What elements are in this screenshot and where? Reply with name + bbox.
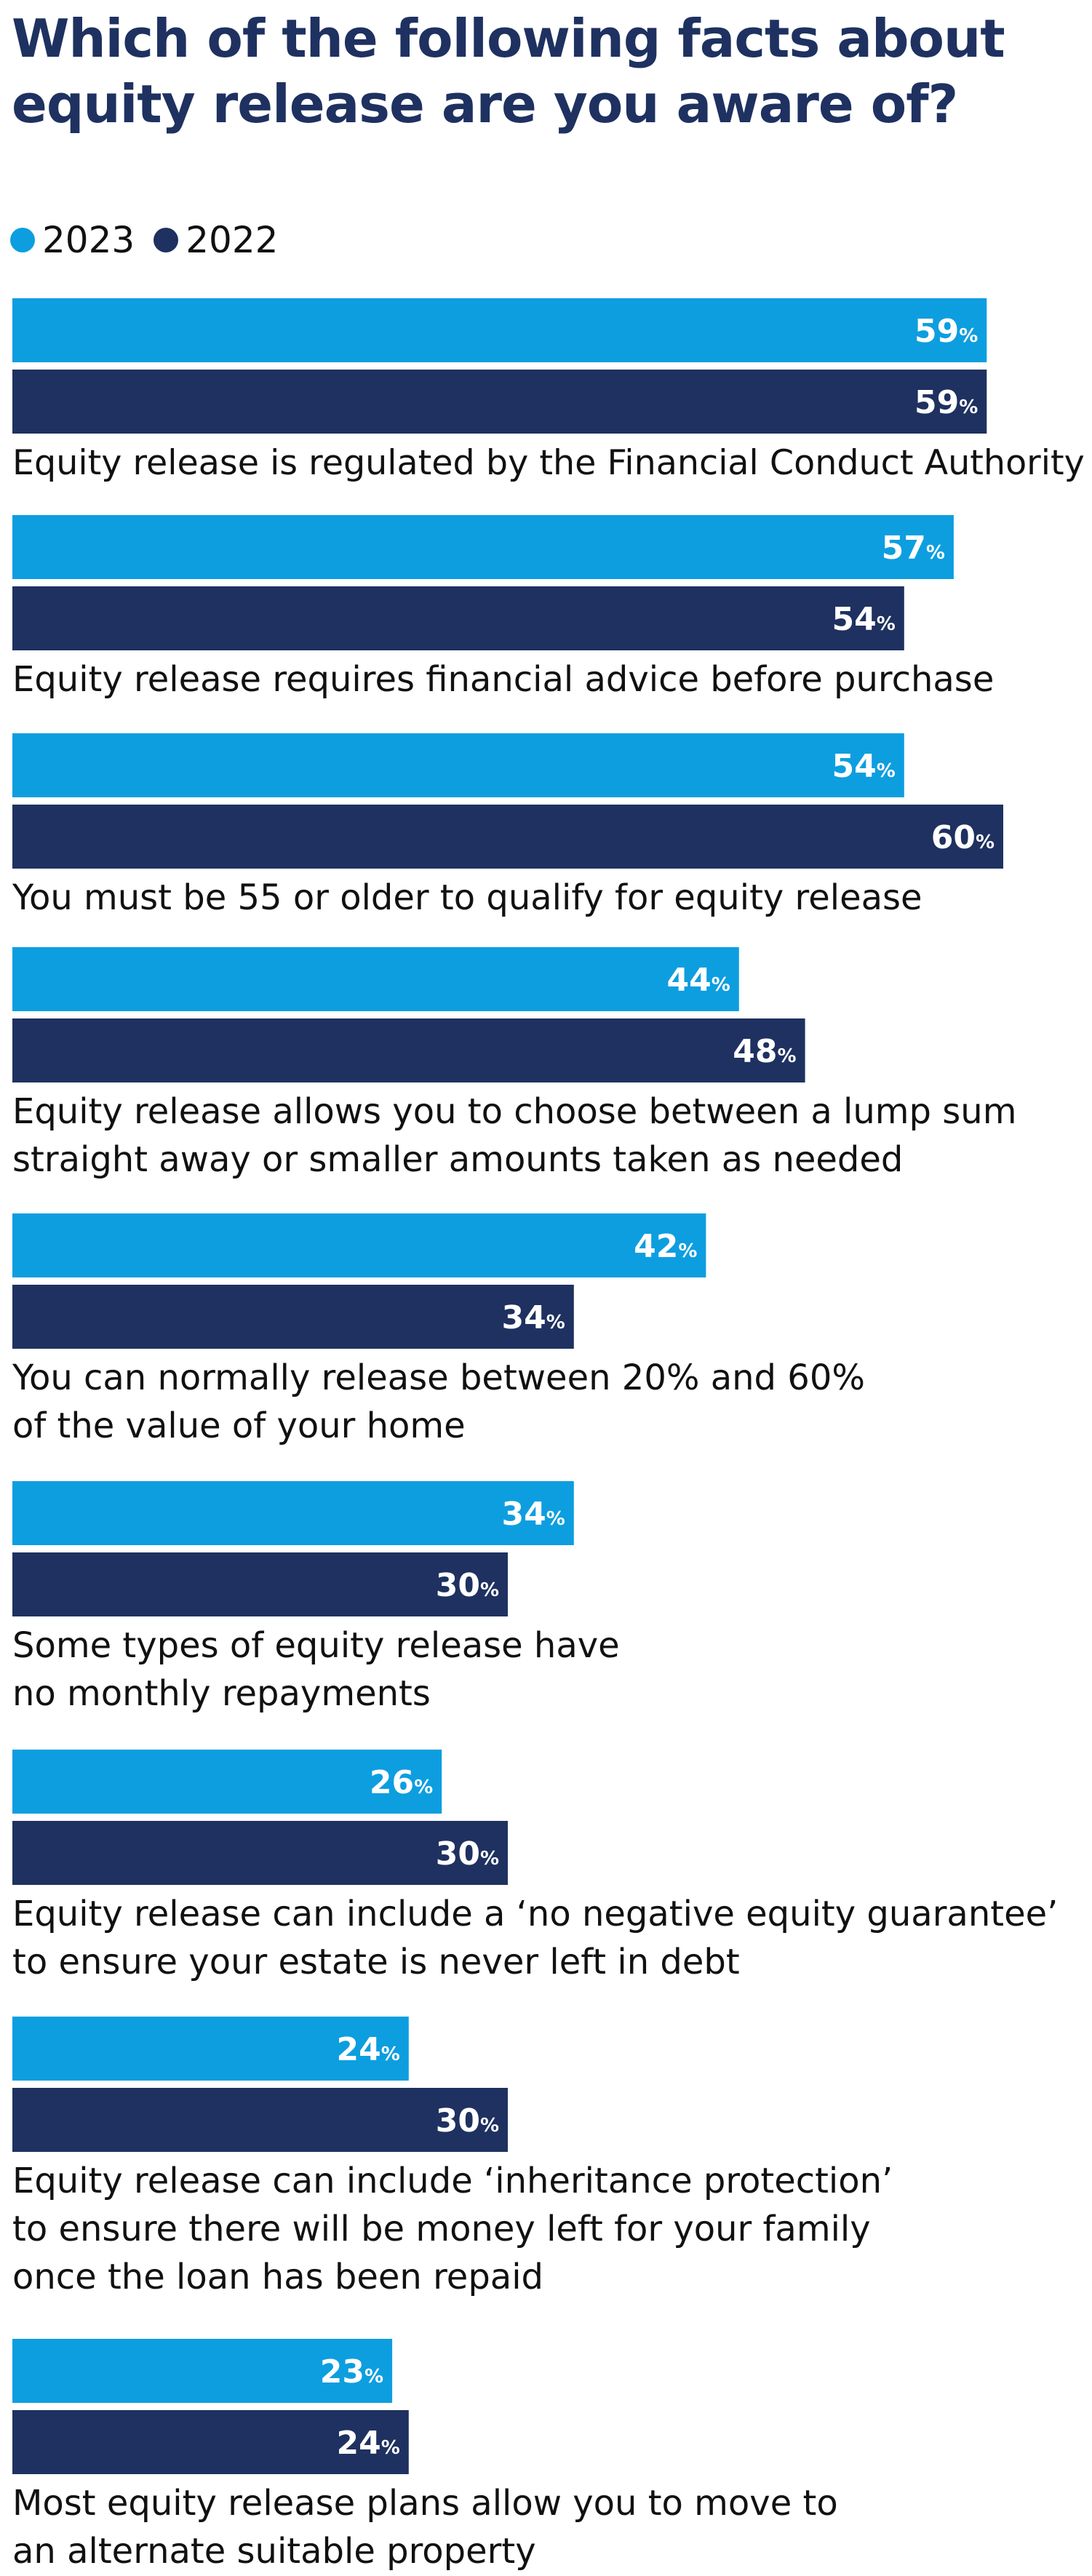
category-label-5: You can normally release between 20% and… <box>12 1357 865 1446</box>
legend-swatch-2022 <box>154 228 179 252</box>
legend-swatch-2023 <box>10 228 35 252</box>
category-label-2: Equity release requires financial advice… <box>12 659 994 700</box>
category-label-4: Equity release allows you to choose betw… <box>12 1091 1016 1180</box>
bar-2023-6 <box>12 1481 574 1545</box>
category-label-3: You must be 55 or older to qualify for e… <box>12 877 922 918</box>
bar-label-2023-9: 23% <box>320 2353 383 2390</box>
bar-2022-6 <box>12 1552 508 1616</box>
category-label-9: Most equity release plans allow you to m… <box>12 2483 838 2572</box>
bar-2022-8 <box>12 2088 508 2152</box>
legend: 2023 2022 <box>10 218 298 262</box>
bar-2022-9 <box>12 2410 409 2474</box>
legend-item-2022: 2022 <box>154 219 279 261</box>
bar-2023-5 <box>12 1213 706 1277</box>
bar-2022-4 <box>12 1018 805 1082</box>
bar-label-2022-3: 60% <box>931 819 995 856</box>
bar-2023-7 <box>12 1750 442 1814</box>
bar-2022-5 <box>12 1285 574 1349</box>
chart-title: Which of the following facts about equit… <box>12 8 1005 135</box>
bar-label-2022-5: 34% <box>502 1299 565 1336</box>
category-label-1: Equity release is regulated by the Finan… <box>12 443 1085 483</box>
bar-2023-8 <box>12 2017 409 2081</box>
bar-label-2022-4: 48% <box>733 1033 796 1070</box>
bar-2023-9 <box>12 2339 393 2403</box>
category-label-6: Some types of equity release have no mont… <box>12 1625 620 1714</box>
bar-2023-1 <box>12 298 987 362</box>
bar-label-2023-6: 34% <box>502 1496 565 1533</box>
bar-2023-4 <box>12 947 739 1011</box>
bar-2022-1 <box>12 370 987 434</box>
bar-2023-3 <box>12 733 904 797</box>
bar-2022-7 <box>12 1821 508 1885</box>
bar-2022-3 <box>12 805 1003 869</box>
bar-label-2023-3: 54% <box>832 748 896 785</box>
bar-2023-2 <box>12 515 954 579</box>
category-label-7: Equity release can include a ‘no negativ… <box>12 1894 1058 1982</box>
bar-2022-2 <box>12 586 904 650</box>
legend-label-2023: 2023 <box>42 219 135 261</box>
legend-label-2022: 2022 <box>186 219 279 261</box>
category-label-8: Equity release can include ‘inheritance … <box>12 2161 893 2297</box>
legend-item-2023: 2023 <box>10 219 135 261</box>
